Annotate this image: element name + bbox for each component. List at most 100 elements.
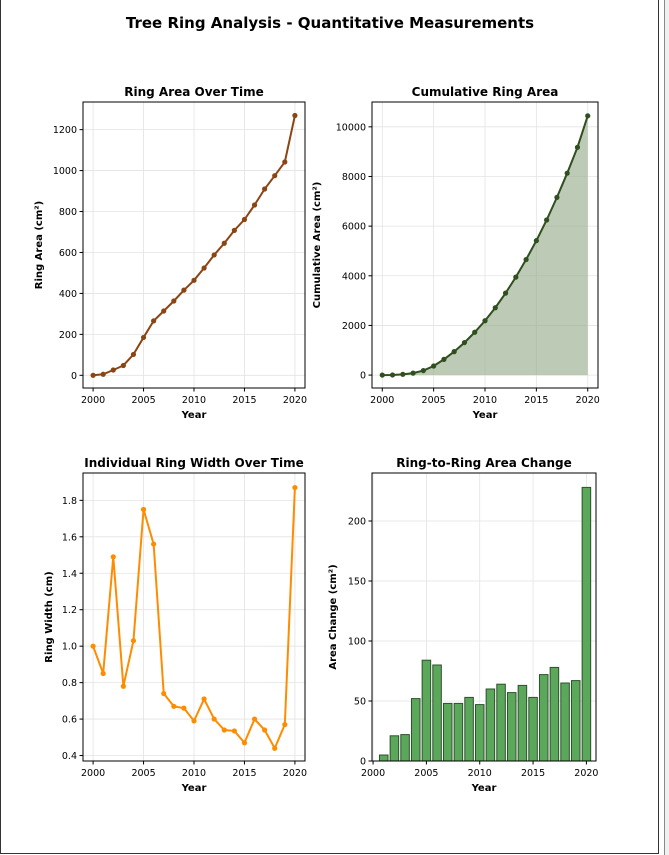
x-tick-label: 2015: [232, 395, 256, 406]
point-2020: [292, 484, 298, 491]
point-2010: [482, 318, 488, 324]
x-tick-label: 2015: [521, 768, 545, 779]
y-tick-label: 1000: [53, 166, 77, 177]
bar-2009: [464, 696, 474, 762]
y-tick-label: 600: [59, 248, 77, 259]
point-2020: [585, 113, 591, 119]
bar-2004: [410, 698, 421, 762]
figure-title: Tree Ring Analysis - Quantitative Measur…: [125, 14, 535, 32]
y-tick-label: 400: [59, 289, 77, 300]
point-2008: [171, 298, 177, 304]
point-2005: [140, 334, 147, 341]
y-tick-label: 0.4: [62, 751, 77, 762]
point-2018: [272, 745, 278, 751]
point-2016: [251, 202, 258, 208]
bar-2015: [528, 696, 538, 762]
y-tick-label: 1200: [53, 125, 77, 136]
point-2009: [181, 287, 187, 293]
point-2004: [130, 638, 137, 644]
bar-2012: [496, 683, 506, 762]
point-2005: [140, 506, 147, 513]
point-2006: [151, 541, 157, 547]
point-2009: [472, 329, 478, 335]
point-2002: [400, 371, 406, 377]
y-tick-label: 1.4: [62, 569, 77, 580]
area-fill: [382, 115, 588, 376]
subplot-title: Individual Ring Width Over Time: [84, 456, 303, 470]
bar-2020: [581, 486, 592, 762]
y-tick-label: 10000: [336, 122, 366, 133]
point-2007: [161, 308, 167, 314]
point-2003: [120, 362, 126, 369]
y-tick-label: 1.6: [62, 532, 77, 543]
x-tick-label: 2020: [574, 768, 598, 779]
point-2016: [251, 716, 258, 722]
y-tick-label: 2000: [342, 321, 366, 332]
point-2019: [574, 144, 581, 150]
y-tick-label: 0.6: [62, 715, 77, 726]
point-2015: [241, 216, 248, 223]
point-2000: [90, 372, 96, 378]
bar-2001: [378, 754, 389, 762]
point-2020: [292, 112, 298, 119]
bar-2017: [549, 666, 560, 762]
bar-2003: [400, 734, 410, 762]
point-2002: [110, 554, 116, 560]
point-2019: [282, 721, 288, 728]
bar-2019: [570, 680, 581, 762]
y-axis-label: Area Change (cm²): [328, 564, 339, 669]
x-tick-label: 2020: [283, 395, 307, 406]
point-2016: [544, 217, 550, 223]
point-2013: [221, 727, 227, 733]
x-tick-label: 2020: [576, 395, 600, 406]
bar-2010: [474, 704, 485, 762]
point-2006: [151, 318, 157, 324]
x-axis-label: Year: [471, 783, 497, 794]
subplot-title: Ring Area Over Time: [124, 85, 263, 99]
y-tick-label: 8000: [342, 172, 366, 183]
point-2001: [389, 372, 396, 378]
y-tick-label: 1.2: [62, 605, 77, 616]
point-2006: [441, 356, 447, 362]
subplot-2: 2000 2005 2010 2015 2020 0 2000 4000 6000 8000 100…: [312, 85, 600, 421]
x-tick-label: 2000: [361, 768, 385, 779]
y-axis-label: Ring Width (cm): [44, 571, 55, 662]
x-tick-label: 2010: [473, 395, 497, 406]
point-2005: [431, 363, 437, 369]
bar-2002: [389, 735, 400, 762]
x-axis-label: Year: [181, 783, 207, 794]
point-2017: [262, 186, 268, 192]
point-2014: [523, 256, 529, 263]
point-2017: [262, 727, 268, 733]
point-2004: [420, 367, 426, 374]
subplot-4: 2000 2005 2010 2015 2020 0 50 100 150 200 Ring-to-…: [328, 456, 598, 794]
y-tick-label: 0: [71, 371, 77, 382]
bar-2014: [517, 684, 528, 762]
point-2019: [282, 159, 288, 165]
point-2008: [171, 703, 177, 709]
y-tick-label: 100: [348, 637, 366, 648]
point-2011: [201, 265, 207, 271]
x-tick-label: 2015: [524, 395, 548, 406]
point-2014: [231, 227, 237, 233]
x-tick-label: 2010: [468, 768, 492, 779]
y-tick-label: 0: [360, 757, 366, 768]
x-tick-label: 2005: [131, 395, 155, 406]
y-tick-label: 0: [360, 371, 366, 382]
y-axis-label: Ring Area (cm²): [34, 201, 45, 289]
point-2013: [221, 240, 227, 246]
point-2009: [181, 705, 187, 711]
y-tick-label: 1.8: [62, 496, 77, 507]
point-2003: [410, 370, 416, 376]
x-tick-label: 2015: [232, 768, 256, 779]
point-2007: [451, 349, 457, 355]
point-2012: [502, 290, 509, 296]
point-2017: [554, 194, 560, 201]
y-tick-label: 800: [59, 207, 77, 218]
y-tick-label: 4000: [342, 271, 366, 282]
point-2010: [191, 277, 197, 283]
bar-2013: [506, 692, 517, 762]
y-tick-label: 50: [354, 697, 366, 708]
x-axis-label: Year: [181, 410, 207, 421]
